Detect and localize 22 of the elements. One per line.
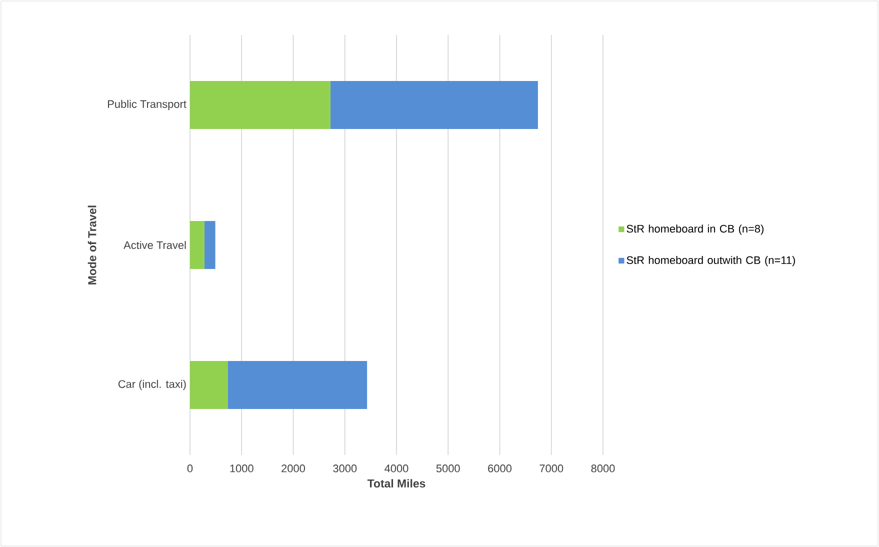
x-axis-title: Total Miles [367,479,426,488]
bar [190,361,228,409]
bar [330,80,538,129]
bar [190,80,330,129]
legend-label: StR homeboard in CB (n=8) [626,224,764,235]
x-tick-label: 6000 [488,464,512,472]
bar [204,221,216,269]
bar [228,361,368,409]
bar [190,221,204,269]
y-tick-label: Public Transport [108,100,186,110]
x-tick-label: 8000 [591,464,615,472]
x-tick-label: 4000 [384,464,408,472]
legend-label: StR homeboard outwith CB (n=11) [626,256,795,266]
x-tick-label: 0 [187,464,193,472]
y-tick-label: Car (incl. taxi) [118,380,186,390]
x-tick-label: 2000 [282,464,305,472]
x-tick-label: 5000 [436,464,460,472]
y-axis-title: Mode of Travel [88,206,96,284]
x-tick-label: 3000 [333,464,357,472]
x-tick-label: 1000 [230,464,254,472]
y-tick-label: Active Travel [124,240,186,250]
x-tick-label: 7000 [540,464,564,472]
